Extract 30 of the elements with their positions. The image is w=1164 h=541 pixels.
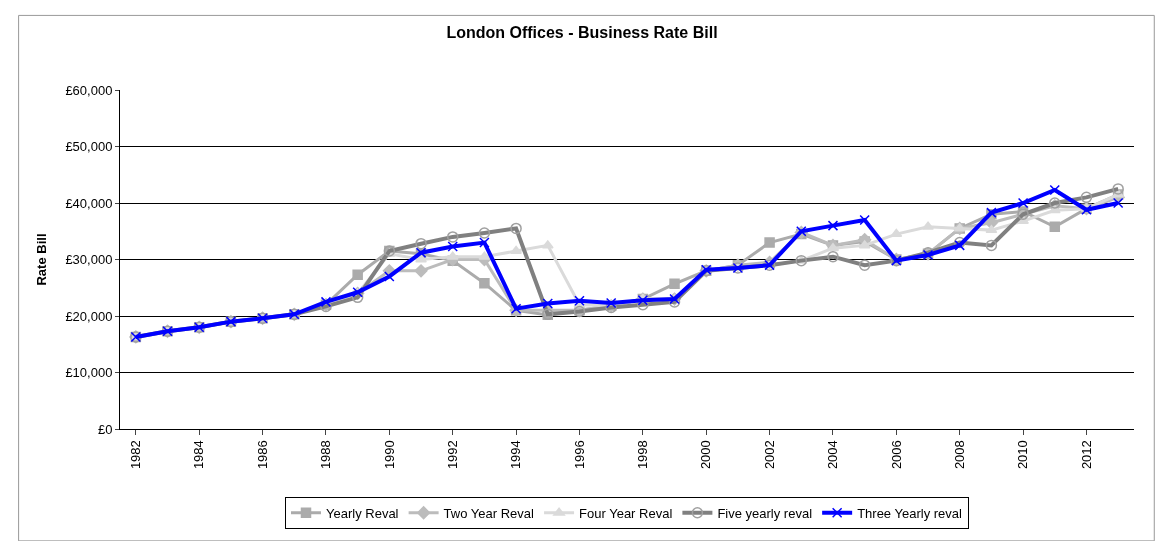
x-tick-label: 2006 bbox=[888, 440, 904, 470]
legend-label: Two Year Reval bbox=[443, 505, 535, 521]
y-tick-label: £40,000 bbox=[65, 195, 113, 211]
x-tick-label: 1992 bbox=[444, 440, 460, 470]
y-tick-label: £50,000 bbox=[65, 139, 113, 155]
y-axis-title: Rate Bill bbox=[34, 233, 50, 286]
x-tick-label: 2000 bbox=[698, 440, 714, 470]
legend-label: Three Yearly reval bbox=[857, 505, 963, 521]
x-tick-label: 1984 bbox=[191, 440, 207, 470]
chart-title: London Offices - Business Rate Bill bbox=[446, 24, 718, 42]
x-tick-label: 1982 bbox=[128, 440, 144, 470]
y-tick-label: £0 bbox=[97, 421, 113, 437]
legend-label: Four Year Reval bbox=[579, 505, 673, 521]
y-tick-label: £30,000 bbox=[65, 252, 113, 268]
legend-label: Five yearly reval bbox=[717, 505, 813, 521]
x-tick-label: 2010 bbox=[1015, 440, 1031, 470]
x-tick-label: 1990 bbox=[381, 440, 397, 470]
x-tick-label: 2004 bbox=[825, 440, 841, 470]
x-tick-label: 2002 bbox=[761, 440, 777, 470]
legend-label: Yearly Reval bbox=[326, 505, 399, 521]
y-tick-label: £60,000 bbox=[65, 82, 113, 98]
x-tick-label: 2012 bbox=[1078, 440, 1094, 470]
y-tick-label: £10,000 bbox=[65, 365, 113, 381]
x-tick-label: 2008 bbox=[951, 440, 967, 470]
x-tick-label: 1986 bbox=[254, 440, 270, 470]
y-tick-label: £20,000 bbox=[65, 308, 113, 324]
x-tick-label: 1994 bbox=[508, 440, 524, 470]
x-tick-label: 1988 bbox=[318, 440, 334, 470]
x-tick-label: 1998 bbox=[635, 440, 651, 470]
x-tick-label: 1996 bbox=[571, 440, 587, 470]
